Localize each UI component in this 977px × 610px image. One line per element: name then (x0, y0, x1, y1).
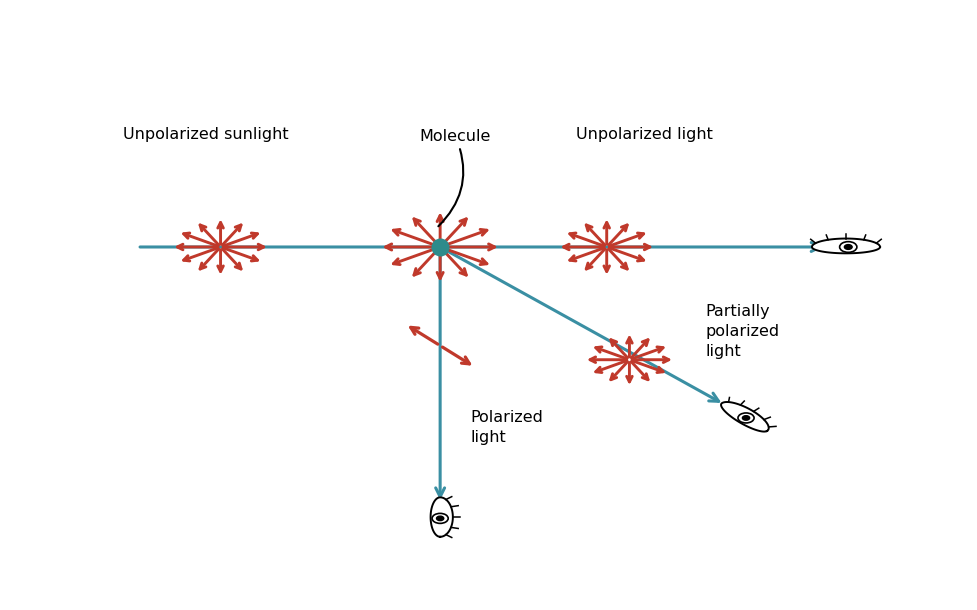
Polygon shape (431, 497, 453, 537)
Circle shape (844, 245, 852, 249)
Circle shape (437, 516, 444, 520)
Text: Unpolarized light: Unpolarized light (576, 127, 713, 142)
Text: Molecule: Molecule (419, 129, 491, 226)
Polygon shape (812, 239, 880, 253)
Circle shape (743, 415, 749, 420)
Text: Polarized
light: Polarized light (471, 411, 543, 445)
Text: Unpolarized sunlight: Unpolarized sunlight (122, 127, 288, 142)
Polygon shape (721, 402, 769, 432)
Text: Partially
polarized
light: Partially polarized light (705, 304, 780, 359)
